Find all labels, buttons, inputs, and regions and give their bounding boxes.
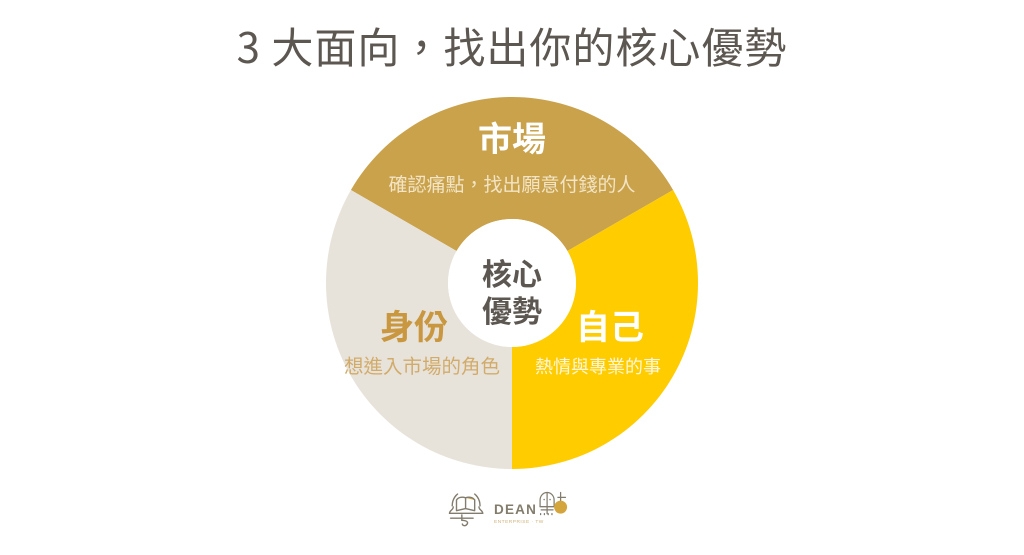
svg-text:DEAN: DEAN xyxy=(494,502,537,517)
svg-text:ENTERPRISE · TW: ENTERPRISE · TW xyxy=(494,519,544,525)
